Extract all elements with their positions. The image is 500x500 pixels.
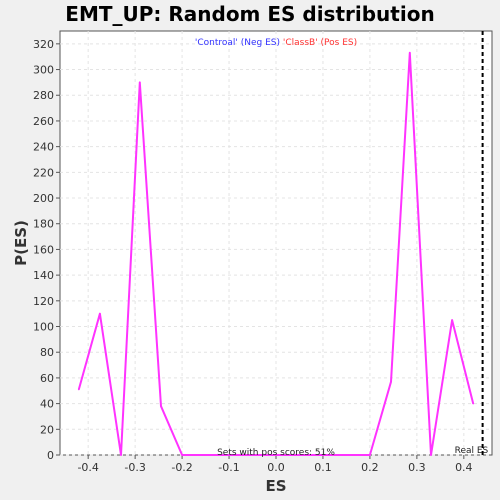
series-point: [369, 454, 371, 456]
y-tick-label: 260: [33, 115, 54, 128]
y-tick-label: 200: [33, 192, 54, 205]
real-es-label: Real ES: [455, 446, 489, 456]
series-point: [390, 380, 392, 383]
y-tick-label: 180: [33, 218, 54, 231]
y-tick-label: 240: [33, 141, 54, 154]
series-point: [120, 454, 122, 456]
y-tick-label: 300: [33, 64, 54, 77]
series-point: [160, 405, 162, 407]
y-tick-label: 140: [33, 269, 54, 282]
y-tick-label: 20: [40, 423, 54, 436]
x-axis-label: ES: [265, 477, 286, 495]
y-tick-label: 0: [47, 449, 54, 462]
series-point: [181, 454, 183, 456]
legend-entry-pos: 'ClassB' (Pos ES): [283, 38, 357, 48]
series-point: [472, 402, 475, 405]
y-tick-label: 40: [40, 398, 54, 411]
x-tick-label: 0.2: [361, 461, 379, 474]
series-point: [139, 81, 141, 84]
legend: 'Controal' (Neg ES) 'ClassB' (Pos ES): [195, 38, 357, 48]
x-tick-label: -0.4: [77, 461, 98, 474]
x-axis: -0.4 -0.3 -0.2 -0.1 0.0 0.1 0.2 0.3 0.4: [77, 455, 473, 474]
y-tick-label: 120: [33, 295, 54, 308]
series-layer: [77, 51, 475, 456]
y-tick-label: 320: [33, 38, 54, 51]
chart-title: EMT_UP: Random ES distribution: [65, 2, 434, 26]
svg-text:'Controal' (Neg ES) 'ClassB' (: 'Controal' (Neg ES) 'ClassB' (Pos ES): [195, 38, 357, 48]
y-tick-label: 80: [40, 346, 54, 359]
x-tick-label: 0.0: [267, 461, 285, 474]
y-axis: 0 20 40 60 80 100 120 140 160 180 200 220 240 260 280 3…: [33, 38, 60, 462]
x-tick-label: 0.3: [408, 461, 426, 474]
y-tick-label: 220: [33, 166, 54, 179]
y-tick-label: 160: [33, 243, 54, 256]
x-tick-label: 0.1: [314, 461, 332, 474]
series-point: [430, 454, 432, 456]
y-axis-label: P(ES): [12, 220, 30, 266]
x-tick-label: -0.3: [124, 461, 145, 474]
series-point: [99, 312, 101, 315]
x-tick-label: 0.4: [455, 461, 473, 474]
series-point: [77, 388, 80, 391]
series-point: [409, 52, 411, 54]
y-tick-label: 100: [33, 321, 54, 334]
series-line: [77, 51, 475, 456]
positive-score-annotation: Sets with pos scores: 51%: [217, 448, 335, 458]
x-tick-label: -0.2: [171, 461, 192, 474]
reference-line-group: Real ES: [455, 31, 489, 456]
y-tick-label: 280: [33, 89, 54, 102]
series-point: [451, 319, 453, 321]
x-tick-label: -0.1: [218, 461, 239, 474]
y-tick-label: 60: [40, 372, 54, 385]
legend-entry-neg: 'Controal' (Neg ES): [195, 38, 280, 48]
